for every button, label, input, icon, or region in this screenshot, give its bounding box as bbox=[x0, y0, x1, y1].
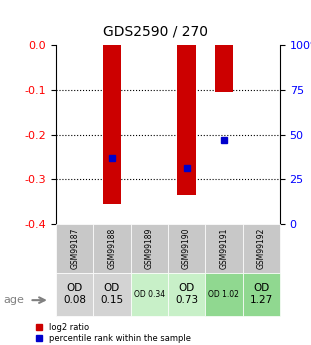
FancyBboxPatch shape bbox=[168, 273, 205, 316]
Bar bbox=[215, 45, 233, 92]
Text: OD 1.02: OD 1.02 bbox=[208, 289, 239, 299]
Text: OD
0.15: OD 0.15 bbox=[100, 283, 123, 305]
FancyBboxPatch shape bbox=[131, 224, 168, 273]
Text: OD
0.73: OD 0.73 bbox=[175, 283, 198, 305]
FancyBboxPatch shape bbox=[93, 224, 131, 273]
Text: GSM99187: GSM99187 bbox=[70, 228, 79, 269]
FancyBboxPatch shape bbox=[243, 273, 280, 316]
Bar bbox=[177, 45, 196, 195]
Text: OD
1.27: OD 1.27 bbox=[250, 283, 273, 305]
Legend: log2 ratio, percentile rank within the sample: log2 ratio, percentile rank within the s… bbox=[35, 323, 191, 343]
FancyBboxPatch shape bbox=[93, 273, 131, 316]
FancyBboxPatch shape bbox=[131, 273, 168, 316]
FancyBboxPatch shape bbox=[205, 273, 243, 316]
FancyBboxPatch shape bbox=[56, 273, 93, 316]
Text: GSM99192: GSM99192 bbox=[257, 228, 266, 269]
Bar bbox=[103, 45, 121, 204]
FancyBboxPatch shape bbox=[243, 224, 280, 273]
Text: OD
0.08: OD 0.08 bbox=[63, 283, 86, 305]
Text: GSM99190: GSM99190 bbox=[182, 228, 191, 269]
FancyBboxPatch shape bbox=[168, 224, 205, 273]
Text: age: age bbox=[3, 295, 24, 305]
Text: OD 0.34: OD 0.34 bbox=[134, 289, 165, 299]
Text: GSM99188: GSM99188 bbox=[108, 228, 116, 269]
FancyBboxPatch shape bbox=[205, 224, 243, 273]
Text: GSM99191: GSM99191 bbox=[220, 228, 228, 269]
Text: GDS2590 / 270: GDS2590 / 270 bbox=[103, 24, 208, 38]
Text: GSM99189: GSM99189 bbox=[145, 228, 154, 269]
FancyBboxPatch shape bbox=[56, 224, 93, 273]
